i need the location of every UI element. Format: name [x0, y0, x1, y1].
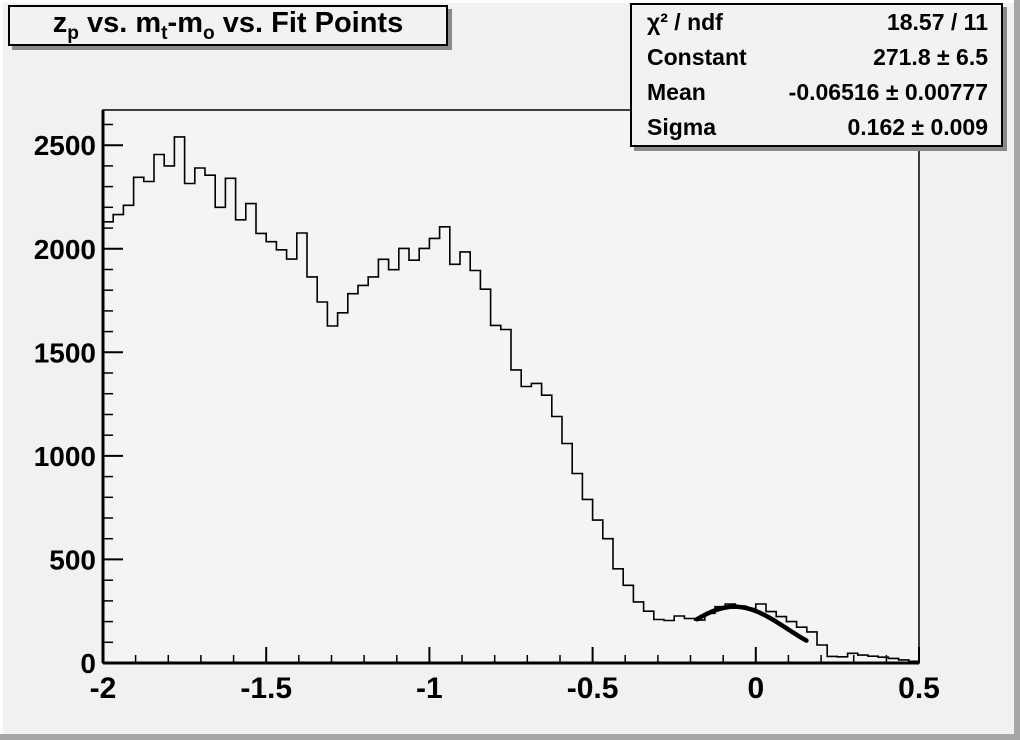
title-subscript: o [203, 22, 215, 44]
title-segment: z [52, 6, 68, 39]
y-tick-label: 2500 [34, 130, 96, 161]
canvas-bevel-left [0, 0, 3, 740]
canvas-bevel-right [1014, 0, 1020, 740]
plot-title: zp vs. mt-mo vs. Fit Points [53, 7, 403, 45]
stats-value: -0.06516 ± 0.00777 [788, 79, 988, 105]
stats-label: Mean [647, 79, 706, 105]
x-tick-label: 0.5 [898, 672, 940, 705]
x-tick-label: -2 [90, 672, 117, 705]
y-tick-label: 2000 [34, 234, 96, 265]
plot-frame [103, 110, 919, 663]
x-tick-label: 0 [747, 672, 764, 705]
title-segment: vs. Fit Points [214, 6, 404, 39]
y-minor-ticks [103, 123, 113, 644]
y-tick-label: 500 [49, 544, 96, 575]
y-tick-label: 0 [80, 648, 96, 679]
stats-row: Mean -0.06516 ± 0.00777 [632, 75, 1001, 110]
title-segment: -m [167, 6, 203, 39]
canvas-bevel-top [0, 0, 1020, 3]
stats-value: 0.162 ± 0.009 [847, 114, 988, 140]
stats-label: Sigma [647, 114, 717, 140]
plot-title-box: zp vs. mt-mo vs. Fit Points [8, 5, 448, 46]
histogram-step-line [103, 136, 920, 663]
y-tick-label: 1000 [34, 441, 96, 472]
stats-row: Constant 271.8 ± 6.5 [632, 40, 1001, 75]
stats-value: 271.8 ± 6.5 [873, 44, 988, 70]
stats-label: χ² / ndf [647, 9, 723, 35]
x-tick-label: -0.5 [567, 672, 619, 705]
title-segment: vs. m [78, 6, 162, 39]
x-tick-label: -1 [416, 672, 443, 705]
stats-value: 18.57 / 11 [886, 9, 988, 35]
y-major-ticks: 0 500 1000 1500 2000 2500 [34, 130, 123, 679]
stats-row: χ² / ndf 18.57 / 11 [632, 5, 1001, 40]
stats-label: Constant [647, 44, 747, 70]
fit-stats-box: χ² / ndf 18.57 / 11 Constant 271.8 ± 6.5… [630, 3, 1003, 147]
x-major-ticks: -2 -1.5 -1 -0.5 0 0.5 [90, 647, 940, 705]
stats-row: Sigma 0.162 ± 0.009 [632, 110, 1001, 145]
canvas-bevel-bottom [0, 734, 1020, 740]
x-tick-label: -1.5 [240, 672, 292, 705]
title-subscript: t [161, 22, 168, 44]
gaussian-fit-curve [694, 604, 809, 643]
y-tick-label: 1500 [34, 337, 96, 368]
title-subscript: p [67, 22, 79, 44]
